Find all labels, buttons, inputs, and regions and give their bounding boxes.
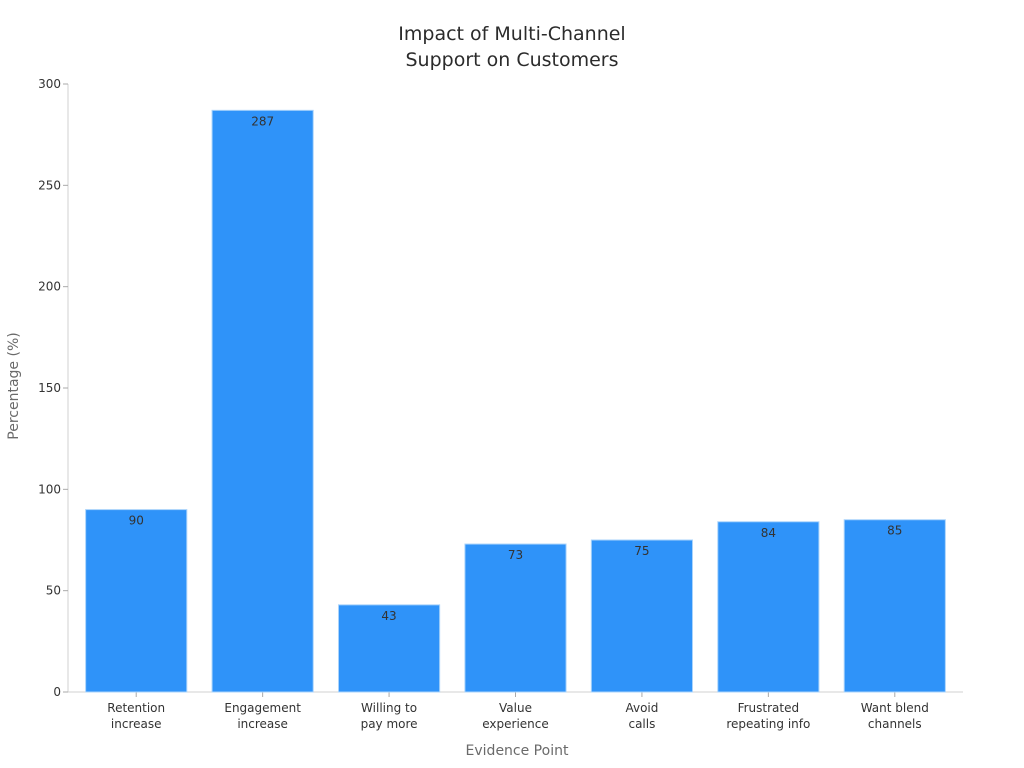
x-tick-label: channels [868, 717, 922, 731]
x-tick-label: Retention [107, 701, 165, 715]
bar-value-label: 75 [634, 544, 649, 558]
bar-value-label: 90 [129, 514, 144, 528]
y-tick-label: 100 [38, 482, 61, 496]
bar-value-label: 287 [251, 114, 274, 128]
bar [211, 109, 314, 693]
x-axis-title: Evidence Point [466, 743, 569, 759]
x-tick-label: Value [499, 701, 532, 715]
x-tick-label: calls [628, 717, 655, 731]
bar-value-label: 43 [381, 609, 396, 623]
bar-value-label: 73 [508, 548, 523, 562]
x-tick-label: experience [482, 717, 549, 731]
bar [85, 509, 188, 693]
x-tick-label: pay more [361, 717, 418, 731]
bars [85, 109, 946, 693]
x-axis [68, 691, 963, 697]
chart-title-line-1: Impact of Multi-Channel [398, 23, 625, 45]
bar-value-label: 84 [761, 526, 776, 540]
x-tick-label: Want blend [861, 701, 929, 715]
chart-title: Impact of Multi-Channel Support on Custo… [398, 23, 625, 71]
bar [338, 604, 441, 693]
x-tick-label: increase [111, 717, 162, 731]
x-tick-label: Avoid [625, 701, 658, 715]
y-tick-label: 150 [38, 381, 61, 395]
y-tick-label: 50 [46, 584, 61, 598]
bar [590, 539, 693, 693]
x-tick-label: Frustrated [738, 701, 800, 715]
x-tick-label: Willing to [361, 701, 417, 715]
bar [717, 521, 820, 693]
x-tick-label: Engagement [224, 701, 301, 715]
bar [464, 543, 567, 693]
y-axis: 0 50 100 150 200 250 300 [38, 77, 69, 699]
x-tick-label: repeating info [726, 717, 810, 731]
y-tick-label: 250 [38, 178, 61, 192]
y-axis-title: Percentage (%) [6, 332, 22, 439]
y-tick-label: 0 [53, 685, 61, 699]
bar [843, 519, 946, 693]
bar-value-label: 85 [887, 524, 902, 538]
category-labels: Retention increase Engagement increase Willi… [107, 701, 929, 731]
value-labels: 90 287 43 73 75 84 85 [129, 114, 903, 623]
x-tick-label: increase [237, 717, 288, 731]
y-tick-label: 200 [38, 280, 61, 294]
chart-title-line-2: Support on Customers [405, 49, 618, 71]
y-tick-label: 300 [38, 77, 61, 91]
